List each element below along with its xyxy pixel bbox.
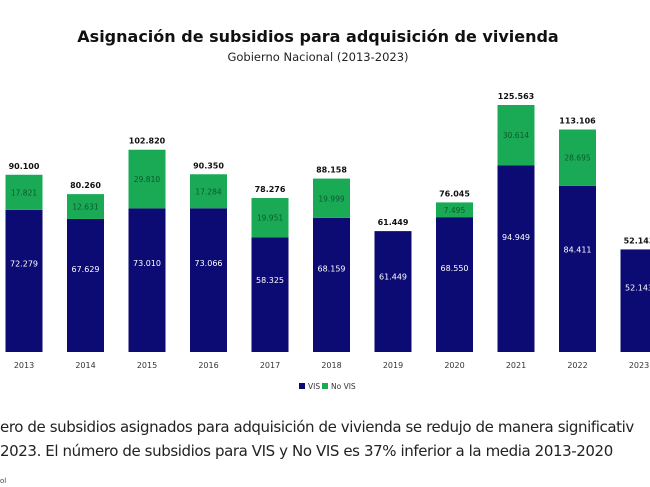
source-fragment: ol: [0, 477, 7, 485]
label-novis-2014: 12.631: [72, 203, 98, 212]
label-novis-2015: 29.810: [134, 175, 160, 184]
label-total-2019: 61.449: [378, 218, 409, 227]
label-vis-2018: 68.159: [318, 265, 346, 274]
bar-novis-2020: [436, 202, 473, 218]
bar-vis-2019: [374, 231, 412, 352]
bar-novis-2016: [190, 174, 227, 209]
bar-novis-2021: [497, 105, 535, 166]
label-vis-2017: 58.325: [256, 276, 284, 285]
legend: VIS No VIS: [299, 382, 356, 391]
x-tick-2020: 2020: [444, 361, 464, 370]
legend-label-novis: No VIS: [331, 382, 356, 391]
x-tick-2015: 2015: [137, 361, 157, 370]
label-vis-2023: 52.143: [625, 283, 650, 292]
bar-novis-2022: [559, 129, 596, 186]
bar-novis-2017: [251, 198, 289, 238]
bar-vis-2014: [67, 218, 104, 352]
x-tick-2016: 2016: [198, 361, 218, 370]
x-tick-2019: 2019: [383, 361, 403, 370]
label-total-2016: 90.350: [193, 161, 224, 170]
x-tick-2021: 2021: [506, 361, 526, 370]
x-tick-2023: 2023: [629, 361, 649, 370]
bar-vis-2021: [497, 165, 535, 352]
bar-vis-2015: [128, 208, 166, 352]
label-total-2023: 52.143: [624, 236, 650, 245]
label-vis-2015: 73.010: [133, 259, 161, 268]
label-novis-2020: 7.495: [444, 206, 466, 215]
label-total-2015: 102.820: [129, 137, 166, 146]
x-tick-2022: 2022: [567, 361, 587, 370]
label-total-2014: 80.260: [70, 181, 101, 190]
bar-vis-2018: [313, 217, 350, 352]
label-novis-2022: 28.695: [564, 154, 590, 163]
bar-vis-2023: [620, 249, 650, 352]
label-vis-2016: 73.066: [195, 259, 223, 268]
label-vis-2014: 67.629: [72, 265, 100, 274]
label-vis-2013: 72.279: [10, 260, 38, 269]
label-novis-2013: 17.821: [11, 188, 37, 197]
label-novis-2021: 30.614: [503, 131, 529, 140]
legend-label-vis: VIS: [308, 382, 320, 391]
legend-swatch-novis: [322, 383, 328, 389]
bar-vis-2016: [190, 208, 227, 352]
label-novis-2018: 19.999: [318, 194, 344, 203]
label-vis-2019: 61.449: [379, 272, 407, 281]
label-total-2018: 88.158: [316, 166, 347, 175]
label-novis-2016: 17.284: [195, 187, 221, 196]
chart-title: Asignación de subsidios para adquisición…: [77, 27, 558, 46]
label-vis-2022: 84.411: [564, 245, 592, 254]
x-tick-2013: 2013: [14, 361, 34, 370]
x-tick-2017: 2017: [260, 361, 280, 370]
bar-vis-2013: [5, 209, 43, 352]
label-vis-2020: 68.550: [441, 264, 469, 273]
bar-vis-2017: [251, 237, 289, 352]
caption-line-2: 2023. El número de subsidios para VIS y …: [0, 442, 613, 460]
label-total-2020: 76.045: [439, 189, 470, 198]
label-total-2013: 90.100: [9, 162, 40, 171]
bar-novis-2013: [5, 174, 43, 210]
label-total-2021: 125.563: [498, 92, 534, 101]
label-total-2017: 78.276: [255, 185, 286, 194]
label-novis-2017: 19.951: [257, 214, 283, 223]
bar-vis-2022: [559, 185, 596, 352]
label-total-2022: 113.106: [559, 117, 596, 126]
chart-subtitle: Gobierno Nacional (2013-2023): [227, 50, 408, 64]
x-tick-2018: 2018: [321, 361, 341, 370]
bar-novis-2018: [313, 178, 350, 218]
label-vis-2021: 94.949: [502, 233, 530, 242]
caption-line-1: ero de subsidios asignados para adquisic…: [0, 418, 634, 436]
x-tick-2014: 2014: [75, 361, 95, 370]
bar-novis-2014: [67, 194, 104, 219]
bar-novis-2015: [128, 149, 166, 209]
bar-vis-2020: [436, 217, 473, 352]
legend-swatch-vis: [299, 383, 305, 389]
